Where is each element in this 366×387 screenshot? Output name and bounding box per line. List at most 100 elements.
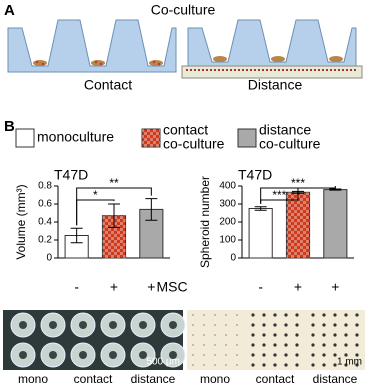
bar-hatch [286, 192, 310, 258]
legend-swatch [237, 128, 257, 148]
well-center [79, 351, 87, 359]
spheroid [284, 333, 288, 337]
spheroid [311, 323, 315, 327]
legend-label: distance [259, 122, 311, 138]
spheroid [273, 343, 277, 347]
photo-label: mono [18, 372, 48, 386]
spheroid [295, 343, 299, 347]
panel-title: Co-culture [151, 2, 216, 18]
spheroid [203, 344, 205, 346]
spheroid [262, 313, 266, 317]
spheroid [262, 333, 266, 337]
spheroid [236, 344, 238, 346]
x-tick-label: + [110, 279, 118, 295]
x-group-label: MSC [156, 279, 187, 295]
photo-label: mono [200, 372, 230, 386]
well-center [139, 321, 147, 329]
spheroid [322, 333, 326, 337]
spheroid [284, 363, 288, 367]
spheroid [225, 314, 227, 316]
spheroid [225, 324, 227, 326]
spheroid [355, 343, 359, 347]
spheroid [322, 323, 326, 327]
spheroid [273, 333, 277, 337]
spheroid [251, 363, 255, 367]
spheroid [333, 313, 337, 317]
chart-title: T47D [238, 167, 272, 183]
photo-label: contact [74, 372, 113, 386]
spheroid [251, 323, 255, 327]
plate-images: 1 mm [187, 310, 365, 370]
x-tick-label: - [74, 279, 79, 295]
spheroid [214, 354, 216, 356]
spheroid [192, 364, 194, 366]
spheroid [344, 363, 348, 367]
contact-diagram [7, 19, 177, 73]
x-tick-label: + [331, 279, 339, 295]
photo-label: distance [313, 372, 358, 386]
spheroid [322, 313, 326, 317]
spheroid [311, 353, 315, 357]
y-tick-label: 200 [219, 217, 236, 228]
significance-label: *** [291, 176, 305, 190]
spheroid [192, 334, 194, 336]
spheroid [344, 333, 348, 337]
spheroid [192, 314, 194, 316]
scale-label: 500 µm [146, 357, 180, 368]
photo-label: contact [256, 372, 295, 386]
spheroid [203, 364, 205, 366]
micrographs: 500 µm [3, 310, 186, 370]
distance-diagram [181, 19, 363, 79]
caption: Distance [248, 77, 303, 93]
significance-label: *** [272, 188, 286, 202]
y-axis-label: Volume (mm³) [14, 184, 28, 259]
spheroid [203, 354, 205, 356]
spheroid [295, 323, 299, 327]
spheroid [273, 363, 277, 367]
spheroid [214, 364, 216, 366]
spheroid [192, 354, 194, 356]
spheroid [355, 333, 359, 337]
spheroid [225, 334, 227, 336]
y-tick-label: 0 [46, 253, 52, 264]
spheroid [344, 343, 348, 347]
spheroid [284, 343, 288, 347]
y-tick-label: 0.2 [38, 235, 52, 246]
spheroid [225, 354, 227, 356]
spheroid [311, 333, 315, 337]
y-tick-label: 300 [219, 199, 236, 210]
spheroid [273, 353, 277, 357]
spheroid [214, 334, 216, 336]
legend-label: co-culture [163, 136, 225, 152]
spheroid [322, 343, 326, 347]
spheroid [311, 363, 315, 367]
y-tick-label: 100 [219, 235, 236, 246]
panel-label: A [4, 2, 15, 19]
spheroid [295, 313, 299, 317]
spheroid [295, 333, 299, 337]
spheroid [284, 353, 288, 357]
spheroid [333, 353, 337, 357]
y-tick-label: 0.6 [38, 199, 52, 210]
x-tick-label: + [147, 279, 155, 295]
spheroid [236, 314, 238, 316]
panel-label: B [4, 118, 15, 135]
significance-label: ** [109, 176, 119, 190]
legend-label: co-culture [259, 136, 321, 152]
legend-label: monoculture [37, 129, 114, 145]
well-center [49, 321, 57, 329]
spheroid [203, 334, 205, 336]
spheroid [273, 313, 277, 317]
well-center [169, 321, 177, 329]
spheroid [262, 353, 266, 357]
spheroid [295, 363, 299, 367]
spheroid [333, 333, 337, 337]
spheroid [251, 313, 255, 317]
spheroid [344, 323, 348, 327]
spheroid [295, 353, 299, 357]
legend-label: contact [163, 122, 208, 138]
spheroid [236, 364, 238, 366]
y-tick-label: 0.4 [38, 217, 52, 228]
y-axis-label: Spheroid number [198, 176, 212, 268]
spheroid [355, 313, 359, 317]
